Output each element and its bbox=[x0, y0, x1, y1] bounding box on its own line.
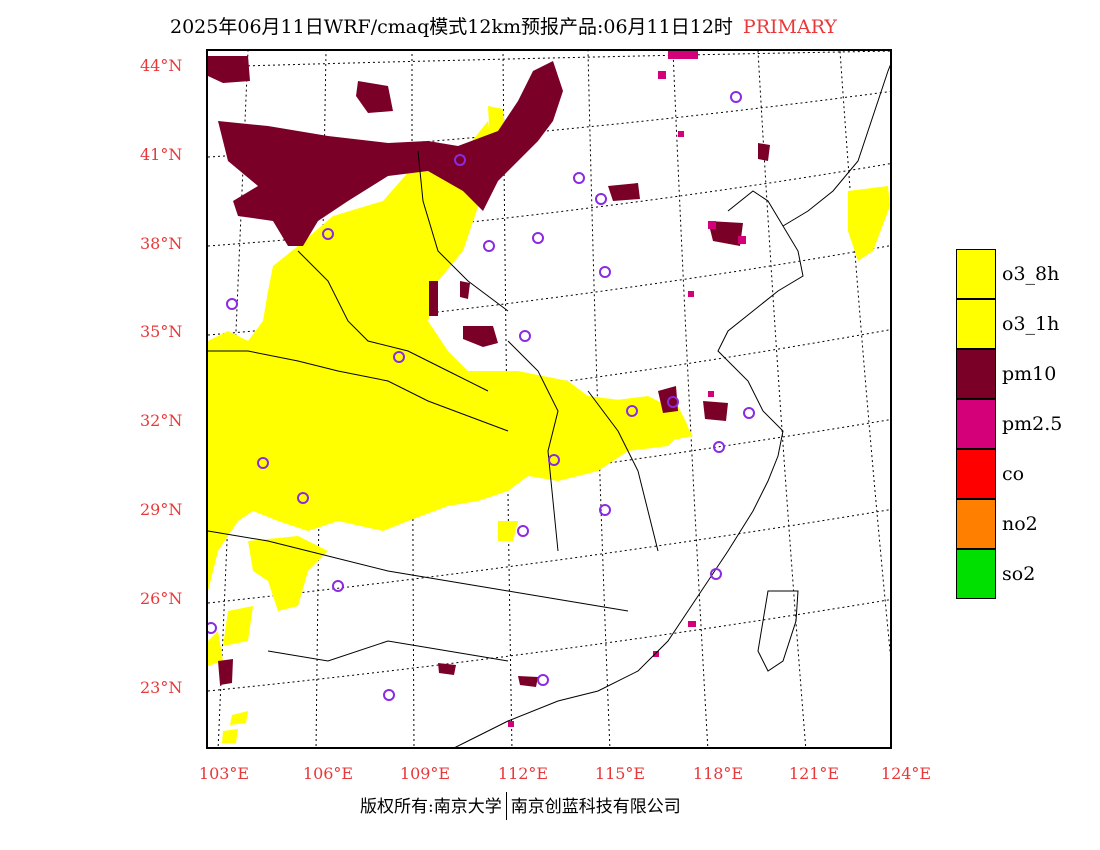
legend-swatch bbox=[956, 399, 996, 449]
lon-label: 109°E bbox=[399, 764, 451, 783]
legend-label: pm10 bbox=[1002, 363, 1057, 385]
legend-label: pm2.5 bbox=[1002, 413, 1063, 435]
map-title-tag: PRIMARY bbox=[742, 16, 837, 38]
lat-label: 44°N bbox=[140, 56, 183, 75]
pm25-region bbox=[508, 51, 746, 727]
copyright-owner: 版权所有:南京大学 bbox=[360, 797, 502, 817]
lon-label: 106°E bbox=[302, 764, 354, 783]
map-canvas bbox=[208, 51, 890, 747]
lat-label: 38°N bbox=[140, 234, 183, 253]
legend-swatch bbox=[956, 349, 996, 399]
lat-label: 32°N bbox=[140, 411, 183, 430]
legend-label: co bbox=[1002, 463, 1025, 485]
lon-label: 124°E bbox=[880, 764, 932, 783]
legend-swatch bbox=[956, 449, 996, 499]
copyright-footer: 版权所有:南京大学 南京创蓝科技有限公司 bbox=[360, 792, 681, 820]
legend-label: o3_8h bbox=[1002, 263, 1060, 285]
legend-swatch bbox=[956, 249, 996, 299]
legend-label: so2 bbox=[1002, 563, 1036, 585]
lat-label: 29°N bbox=[140, 500, 183, 519]
lon-label: 112°E bbox=[497, 764, 549, 783]
station-markers bbox=[208, 91, 755, 701]
legend-swatch bbox=[956, 549, 996, 599]
footer-divider bbox=[505, 792, 507, 820]
boundary-lines bbox=[208, 64, 890, 747]
lon-label: 121°E bbox=[788, 764, 840, 783]
copyright-company: 南京创蓝科技有限公司 bbox=[510, 797, 681, 817]
lat-label: 35°N bbox=[140, 322, 183, 341]
lat-label: 41°N bbox=[140, 145, 183, 164]
map-area bbox=[206, 49, 892, 749]
legend-swatch bbox=[956, 499, 996, 549]
map-title-text: 2025年06月11日WRF/cmaq模式12km预报产品:06月11日12时 bbox=[170, 16, 733, 38]
legend-label: o3_1h bbox=[1002, 313, 1060, 335]
lon-label: 118°E bbox=[692, 764, 744, 783]
lon-label: 103°E bbox=[198, 764, 250, 783]
lat-label: 26°N bbox=[140, 589, 183, 608]
legend-label: no2 bbox=[1002, 513, 1038, 535]
lon-label: 115°E bbox=[594, 764, 646, 783]
legend-swatch bbox=[956, 299, 996, 349]
pm10-region bbox=[208, 56, 770, 687]
lat-label: 23°N bbox=[140, 678, 183, 697]
map-title: 2025年06月11日WRF/cmaq模式12km预报产品:06月11日12时 P… bbox=[170, 12, 837, 39]
